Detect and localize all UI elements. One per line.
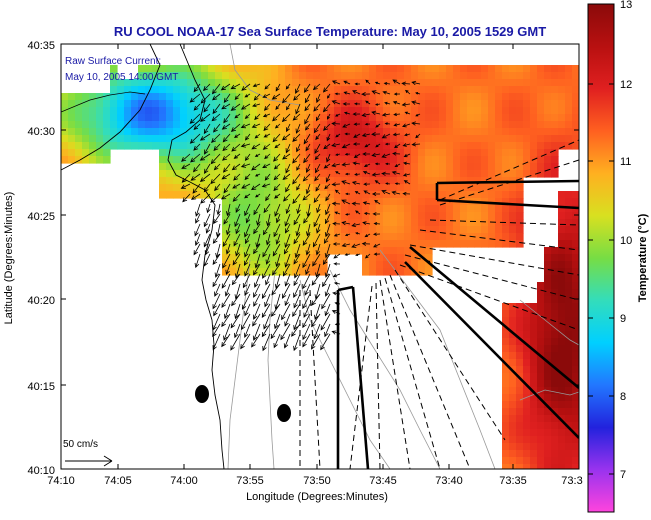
x-axis-label: Longitude (Degrees:Minutes) bbox=[246, 491, 388, 503]
x-tick-label: 73:40 bbox=[435, 475, 463, 487]
colorbar-tick-label: 7 bbox=[620, 469, 626, 481]
colorbar-label: Temperature (°C) bbox=[637, 213, 649, 302]
x-tick-label: 73:55 bbox=[236, 475, 264, 487]
x-tick-label: 74:10 bbox=[47, 475, 75, 487]
colorbar-tick-label: 12 bbox=[620, 79, 632, 91]
scale-arrow-label: 50 cm/s bbox=[63, 439, 98, 450]
colorbar-tick-label: 10 bbox=[620, 235, 632, 247]
current-vectors bbox=[180, 79, 421, 352]
radar-coverage-lines bbox=[299, 139, 579, 469]
y-tick-label: 40:20 bbox=[27, 295, 55, 307]
station-dot-2 bbox=[277, 404, 291, 422]
x-tick-label: 74:00 bbox=[170, 475, 198, 487]
colorbar-tick-label: 13 bbox=[620, 0, 632, 11]
x-tick-label: 74:05 bbox=[104, 475, 132, 487]
x-tick-label: 73:3 bbox=[561, 475, 582, 487]
axis-ticks bbox=[60, 43, 580, 470]
scale-arrow-icon bbox=[65, 455, 113, 467]
x-tick-label: 73:45 bbox=[369, 475, 397, 487]
x-tick-labels: 74:10 74:05 74:00 73:55 73:50 73:45 73:4… bbox=[47, 475, 582, 487]
x-tick-label: 73:50 bbox=[303, 475, 331, 487]
y-tick-label: 40:15 bbox=[27, 381, 55, 393]
y-tick-label: 40:35 bbox=[27, 40, 55, 52]
annotation-line-1: Raw Surface Current: bbox=[65, 56, 161, 67]
colorbar-tick-label: 9 bbox=[620, 313, 626, 325]
colorbar bbox=[587, 3, 615, 513]
station-dot-1 bbox=[195, 385, 209, 403]
colorbar-ticks bbox=[588, 3, 614, 475]
y-tick-label: 40:30 bbox=[27, 126, 55, 138]
map-title: RU COOL NOAA-17 Sea Surface Temperature:… bbox=[114, 24, 546, 39]
y-tick-labels: 40:35 40:30 40:25 40:20 40:15 40:10 bbox=[27, 40, 55, 477]
colorbar-tick-label: 8 bbox=[620, 391, 626, 403]
colorbar-tick-labels: 13 12 11 10 9 8 7 bbox=[620, 0, 632, 481]
x-tick-label: 73:35 bbox=[499, 475, 527, 487]
plot-frame bbox=[60, 43, 580, 470]
y-axis-label: Latitude (Degrees:Minutes) bbox=[3, 192, 15, 325]
y-tick-label: 40:10 bbox=[27, 465, 55, 477]
annotation-line-2: May 10, 2005 14:00 GMT bbox=[65, 72, 178, 83]
colorbar-tick-label: 11 bbox=[620, 156, 631, 168]
y-tick-label: 40:25 bbox=[27, 211, 55, 223]
